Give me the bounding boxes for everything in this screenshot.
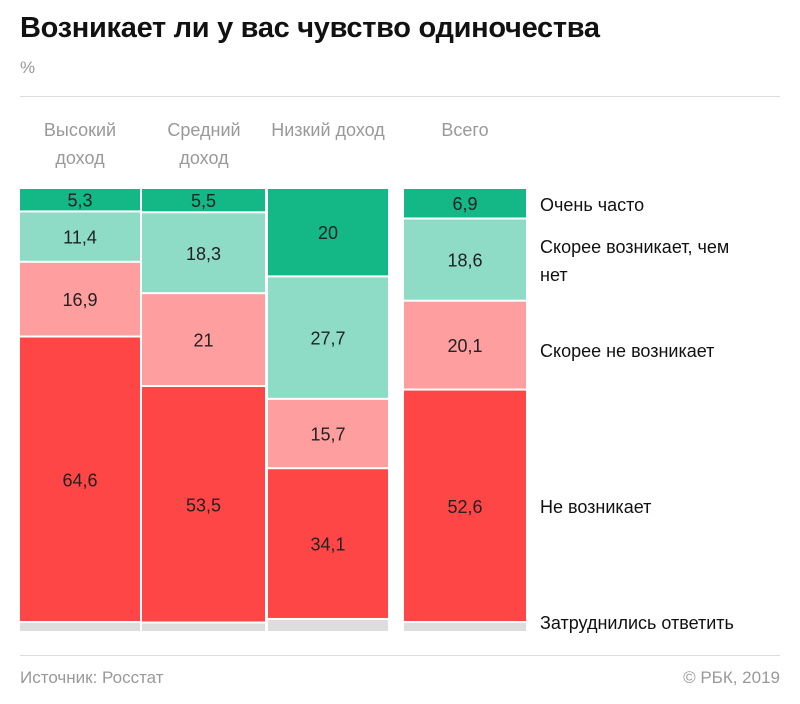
data-label: 5,5 bbox=[191, 191, 216, 211]
bar-segment bbox=[20, 212, 140, 261]
data-label: 11,4 bbox=[63, 228, 97, 248]
data-label: 34,1 bbox=[310, 535, 345, 555]
column-header: Всего bbox=[441, 120, 489, 140]
source-note: Источник: Росстат bbox=[20, 668, 164, 687]
column-header: Средний доход bbox=[167, 120, 241, 168]
legend-rather-no: Скорее не возникает bbox=[540, 341, 715, 361]
column-header: Низкий доход bbox=[271, 120, 385, 140]
bar-segment bbox=[20, 337, 140, 622]
data-label: 52,6 bbox=[447, 497, 482, 517]
legend-rather-yes: Скорее возникает, чем нет bbox=[540, 237, 730, 285]
data-label: 15,7 bbox=[310, 425, 345, 445]
bar-segment bbox=[268, 277, 388, 398]
bar-segment bbox=[404, 189, 526, 218]
data-label: 20,1 bbox=[447, 336, 482, 356]
data-label: 5,3 bbox=[67, 191, 92, 211]
bar-segment bbox=[142, 189, 265, 212]
bar-segment bbox=[404, 390, 526, 622]
data-label: 53,5 bbox=[186, 495, 221, 515]
chart-title: Возникает ли у вас чувство одиночества bbox=[20, 12, 600, 44]
bar-segment bbox=[404, 219, 526, 300]
bar-segment bbox=[142, 294, 265, 386]
legend-very-often: Очень часто bbox=[540, 195, 645, 215]
legend-no: Не возникает bbox=[540, 497, 652, 517]
bar-segment bbox=[20, 189, 140, 211]
column-header: Высокий доход bbox=[43, 120, 117, 168]
legend-hard-to-say: Затруднились ответить bbox=[540, 613, 734, 633]
top-divider bbox=[20, 96, 780, 97]
data-label: 16,9 bbox=[62, 290, 97, 310]
data-label: 18,6 bbox=[447, 251, 482, 271]
data-label: 20 bbox=[318, 223, 338, 243]
bar-segment bbox=[20, 262, 140, 336]
bar-segment bbox=[268, 189, 388, 276]
bar-segment bbox=[20, 623, 140, 631]
bar-segment bbox=[142, 623, 265, 631]
copyright: © РБК, 2019 bbox=[683, 668, 780, 687]
bar-segment bbox=[404, 623, 526, 631]
bar-segment bbox=[268, 469, 388, 618]
data-label: 27,7 bbox=[310, 329, 345, 349]
bar-segment bbox=[268, 399, 388, 468]
data-label: 21 bbox=[193, 331, 213, 351]
bottom-divider bbox=[20, 655, 780, 656]
data-label: 18,3 bbox=[186, 244, 221, 264]
bar-segment bbox=[142, 213, 265, 293]
data-label: 6,9 bbox=[452, 194, 477, 214]
bar-segment bbox=[404, 301, 526, 389]
bar-segment bbox=[142, 387, 265, 622]
data-label: 64,6 bbox=[62, 470, 97, 490]
unit-label: % bbox=[20, 58, 36, 77]
bar-segment bbox=[268, 619, 388, 631]
